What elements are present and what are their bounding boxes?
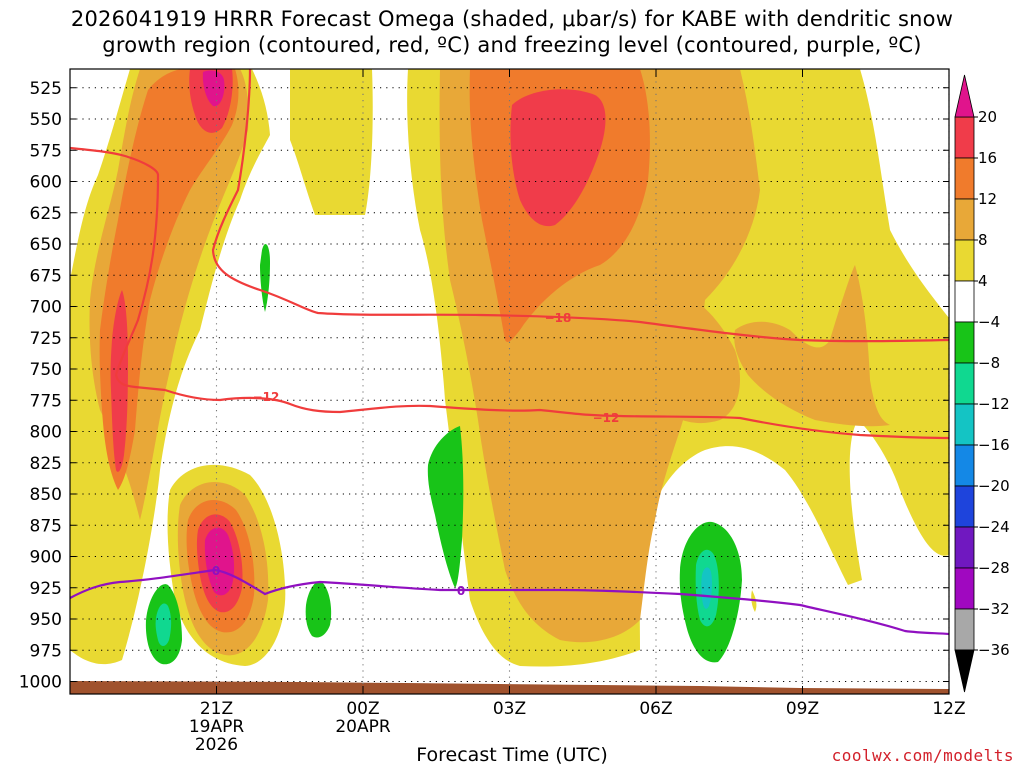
colorbar-label-5: −4	[978, 313, 1000, 331]
y-tick-label-1000: 1000	[19, 673, 62, 693]
colorbar-swatch-0	[954, 116, 975, 159]
y-tick-label-575: 575	[30, 141, 62, 161]
freezing-level-contour	[70, 568, 949, 636]
omega-region-cyan-2	[701, 567, 713, 609]
colorbar-label-0: 20	[978, 108, 997, 126]
y-tick-label-525: 525	[30, 79, 62, 99]
colorbar-swatch-3	[954, 239, 975, 282]
colorbar-swatch-2	[954, 198, 975, 241]
colorbar-label-10: −24	[978, 518, 1010, 536]
colorbar-swatch-5	[954, 321, 975, 364]
omega-region-yellow-top	[290, 69, 373, 215]
gridlines	[70, 69, 950, 694]
colorbar-label-3: 8	[978, 231, 988, 249]
dgz-lower-contour	[164, 388, 949, 440]
colorbar-label-6: −8	[978, 354, 1000, 372]
y-tick-label-875: 875	[30, 516, 62, 536]
colorbar-swatch-9	[954, 485, 975, 528]
colorbar-over-triangle	[954, 74, 975, 118]
y-tick-label-750: 750	[30, 360, 62, 380]
y-tick-label-600: 600	[30, 173, 62, 193]
omega-region-green-4	[305, 581, 332, 638]
contour-lines	[70, 69, 949, 636]
y-tick-label-975: 975	[30, 641, 62, 661]
omega-region-tan-far-right	[734, 265, 890, 427]
x-tick-label-12Z-1: 12Z	[932, 699, 965, 719]
x-tick-label-00Z-1: 00Z	[346, 699, 379, 719]
y-tick-label-550: 550	[30, 110, 62, 130]
y-tick-label-775: 775	[30, 391, 62, 411]
y-tick-label-900: 900	[30, 548, 62, 568]
colorbar: 20 16 12 8 4 −4 −8 −12 −16 −20 −24 −28 −32 −36	[954, 74, 1010, 693]
colorbar-swatch-4	[954, 280, 975, 323]
colorbar-swatch-10	[954, 526, 975, 569]
y-tick-label-675: 675	[30, 266, 62, 286]
y-tick-label-700: 700	[30, 298, 62, 318]
colorbar-swatch-6	[954, 362, 975, 405]
y-tick-label-625: 625	[30, 204, 62, 224]
colorbar-under-triangle	[954, 649, 975, 693]
y-tick-label-725: 725	[30, 329, 62, 349]
x-tick-label-00Z-2: 20APR	[335, 717, 391, 737]
colorbar-label-4: 4	[978, 272, 988, 290]
colorbar-label-13: −36	[978, 641, 1010, 659]
contour-label-minus-12-a: −12	[253, 390, 280, 404]
omega-region-orange-left	[99, 69, 239, 490]
dgz-upper-contour-b	[211, 69, 949, 343]
y-axis: 525 550 575 600 625 650 675 700 725 750 775 800 825 8…	[19, 79, 949, 693]
colorbar-label-12: −32	[978, 600, 1010, 618]
colorbar-label-9: −20	[978, 477, 1010, 495]
colorbar-swatch-1	[954, 157, 975, 200]
y-tick-label-800: 800	[30, 423, 62, 443]
colorbar-label-8: −16	[978, 436, 1010, 454]
x-tick-label-09Z-1: 09Z	[786, 699, 819, 719]
title-line-1: 2026041919 HRRR Forecast Omega (shaded, …	[70, 7, 954, 31]
colorbar-swatch-12	[954, 608, 975, 651]
omega-region-green-2	[427, 426, 464, 588]
omega-region-magenta-top	[202, 70, 225, 107]
y-tick-label-950: 950	[30, 610, 62, 630]
contour-label-freezing-b: 0	[457, 584, 465, 598]
omega-shading	[70, 69, 949, 667]
x-tick-label-21Z-2: 19APR	[189, 717, 245, 737]
chart-title: 2026041919 HRRR Forecast Omega (shaded, …	[0, 6, 1024, 58]
contour-label-freezing-a: 0	[212, 564, 220, 578]
colorbar-label-2: 12	[978, 190, 997, 208]
x-tick-label-21Z-3: 2026	[195, 735, 238, 755]
colorbar-swatch-7	[954, 403, 975, 446]
y-tick-label-650: 650	[30, 235, 62, 255]
x-tick-label-06Z-1: 06Z	[639, 699, 672, 719]
omega-region-magenta-low	[204, 527, 235, 596]
colorbar-label-11: −28	[978, 559, 1010, 577]
colorbar-label-7: −12	[978, 395, 1010, 413]
omega-region-red-main	[510, 89, 606, 227]
dgz-upper-contour	[70, 146, 160, 376]
colorbar-swatch-8	[954, 444, 975, 487]
omega-region-green-1	[260, 243, 270, 312]
omega-region-teal-1	[155, 603, 172, 646]
title-line-2: growth region (contoured, red, ºC) and f…	[102, 33, 922, 57]
contour-label-minus-18: −18	[545, 311, 572, 325]
colorbar-swatch-11	[954, 567, 975, 610]
y-tick-label-925: 925	[30, 579, 62, 599]
y-tick-label-850: 850	[30, 485, 62, 505]
contour-labels: −18 −12 −12 0 0	[212, 311, 620, 598]
x-tick-label-21Z-1: 21Z	[200, 699, 233, 719]
y-tick-label-825: 825	[30, 454, 62, 474]
dgz-connector	[114, 374, 166, 392]
x-tick-label-03Z-1: 03Z	[493, 699, 526, 719]
omega-region-tan-spot	[543, 574, 570, 613]
credit-text: coolwx.com/modelts	[831, 746, 1014, 765]
contour-label-minus-12-b: −12	[593, 411, 620, 425]
x-axis-title: Forecast Time (UTC)	[416, 744, 608, 766]
colorbar-label-1: 16	[978, 149, 997, 167]
